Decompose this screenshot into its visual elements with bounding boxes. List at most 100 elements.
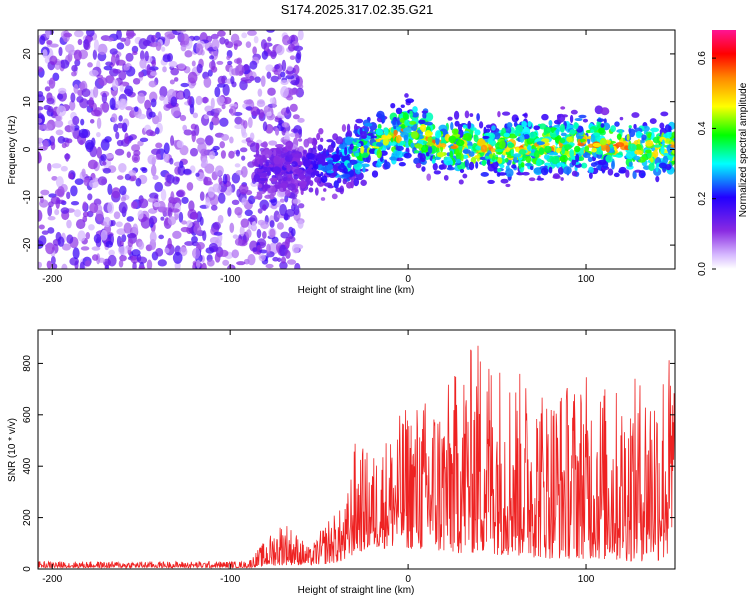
heatmap-cell — [148, 80, 157, 88]
heatmap-cell — [241, 131, 248, 139]
heatmap-cell — [511, 164, 517, 169]
heatmap-cell — [375, 128, 384, 136]
heatmap-cell — [664, 124, 671, 133]
snr-x-axis: -200 -100 0 100 — [42, 330, 595, 585]
heatmap-cell — [125, 106, 133, 111]
heatmap-cell — [107, 183, 113, 196]
heatmap-cell — [186, 182, 194, 191]
heatmap-cell — [422, 146, 426, 151]
heatmap-cell — [213, 112, 219, 119]
heatmap-cell — [109, 48, 118, 55]
heatmap-cell — [147, 197, 157, 203]
heatmap-cell — [221, 133, 230, 141]
heatmap-cell — [191, 236, 198, 243]
heatmap-cell — [266, 71, 272, 79]
heatmap-cell — [552, 173, 560, 179]
heatmap-cell — [107, 201, 114, 214]
heatmap-cell — [556, 162, 565, 167]
heatmap-cell — [297, 30, 304, 41]
heatmap-cell — [355, 118, 364, 124]
heatmap-cell — [275, 143, 284, 148]
heatmap-cell — [155, 153, 162, 160]
heatmap-cell — [256, 108, 261, 115]
heatmap-cell — [47, 162, 52, 172]
heatmap-cell — [51, 175, 58, 181]
heatmap-cell — [74, 59, 81, 67]
heatmap-cell — [588, 166, 594, 174]
heatmap-cell — [259, 180, 266, 184]
heatmap-cell — [203, 114, 210, 120]
heatmap-cell — [232, 234, 239, 239]
heatmap-cell — [209, 55, 215, 60]
heatmap-cell — [189, 103, 195, 115]
heatmap-cell — [51, 163, 62, 169]
heatmap-cell — [252, 46, 257, 55]
heatmap-cell — [267, 87, 276, 96]
heatmap-cell — [327, 159, 334, 165]
heatmap-cell — [222, 173, 228, 185]
heatmap-cell — [529, 165, 534, 171]
heatmap-cell — [521, 120, 528, 128]
heatmap-cell — [114, 148, 125, 156]
heatmap-cell — [219, 249, 229, 258]
heatmap-cell — [285, 250, 291, 259]
heatmap-cell — [260, 142, 268, 148]
heatmap-cell — [75, 218, 86, 230]
heatmap-cell — [569, 129, 576, 135]
heatmap-cell — [96, 117, 102, 130]
heatmap-cell — [179, 114, 187, 122]
heatmap-cell — [609, 144, 614, 148]
heatmap-cell — [195, 172, 200, 177]
heatmap-cell — [266, 243, 271, 254]
heatmap-cell — [423, 140, 428, 145]
heatmap-cell — [102, 167, 111, 174]
heatmap-cell — [160, 216, 165, 221]
snr-xtick-label: 0 — [405, 574, 411, 585]
heatmap-cell — [490, 148, 496, 153]
heatmap-cell — [256, 228, 262, 239]
heatmap-cell — [104, 136, 112, 143]
heatmap-cell — [104, 265, 110, 269]
heatmap-cell — [293, 45, 304, 52]
heatmap-cell — [284, 238, 290, 249]
heatmap-cell — [68, 173, 74, 180]
heatmap-cell — [427, 146, 433, 155]
heatmap-cell — [590, 134, 596, 143]
heatmap-xtick-label: 100 — [578, 274, 595, 285]
heatmap-cell — [213, 231, 223, 236]
heatmap-cell — [287, 177, 291, 182]
heatmap-cell — [280, 85, 289, 98]
heatmap-cell — [210, 97, 215, 110]
heatmap-cell — [269, 220, 275, 228]
heatmap-cell — [317, 157, 326, 167]
heatmap-cell — [170, 67, 180, 76]
heatmap-cell — [279, 198, 285, 203]
heatmap-cell — [119, 185, 127, 196]
heatmap-cell — [528, 131, 537, 139]
heatmap-cell — [544, 145, 552, 154]
heatmap-cell — [399, 140, 406, 146]
heatmap-cell — [148, 208, 155, 214]
heatmap-cell — [500, 178, 509, 184]
heatmap-cell — [234, 206, 243, 216]
heatmap-ytick-label: 20 — [22, 48, 33, 60]
heatmap-cell — [665, 164, 672, 171]
heatmap-cell — [285, 74, 295, 80]
heatmap-cell — [126, 32, 137, 37]
heatmap-cell — [543, 154, 550, 160]
heatmap-cell — [395, 107, 403, 115]
heatmap-cell — [310, 160, 317, 165]
heatmap-cell — [543, 126, 552, 134]
heatmap-cell — [299, 180, 307, 189]
heatmap-cell — [436, 151, 445, 158]
heatmap-cell — [262, 172, 268, 178]
heatmap-cell — [252, 247, 258, 252]
heatmap-cell — [91, 254, 99, 261]
heatmap-cell — [294, 133, 300, 139]
heatmap-cell — [569, 114, 574, 124]
heatmap-cell — [231, 199, 240, 206]
heatmap-cell — [297, 172, 306, 180]
heatmap-cell — [151, 148, 161, 155]
heatmap-cell — [652, 136, 661, 144]
heatmap-cell — [605, 145, 610, 153]
